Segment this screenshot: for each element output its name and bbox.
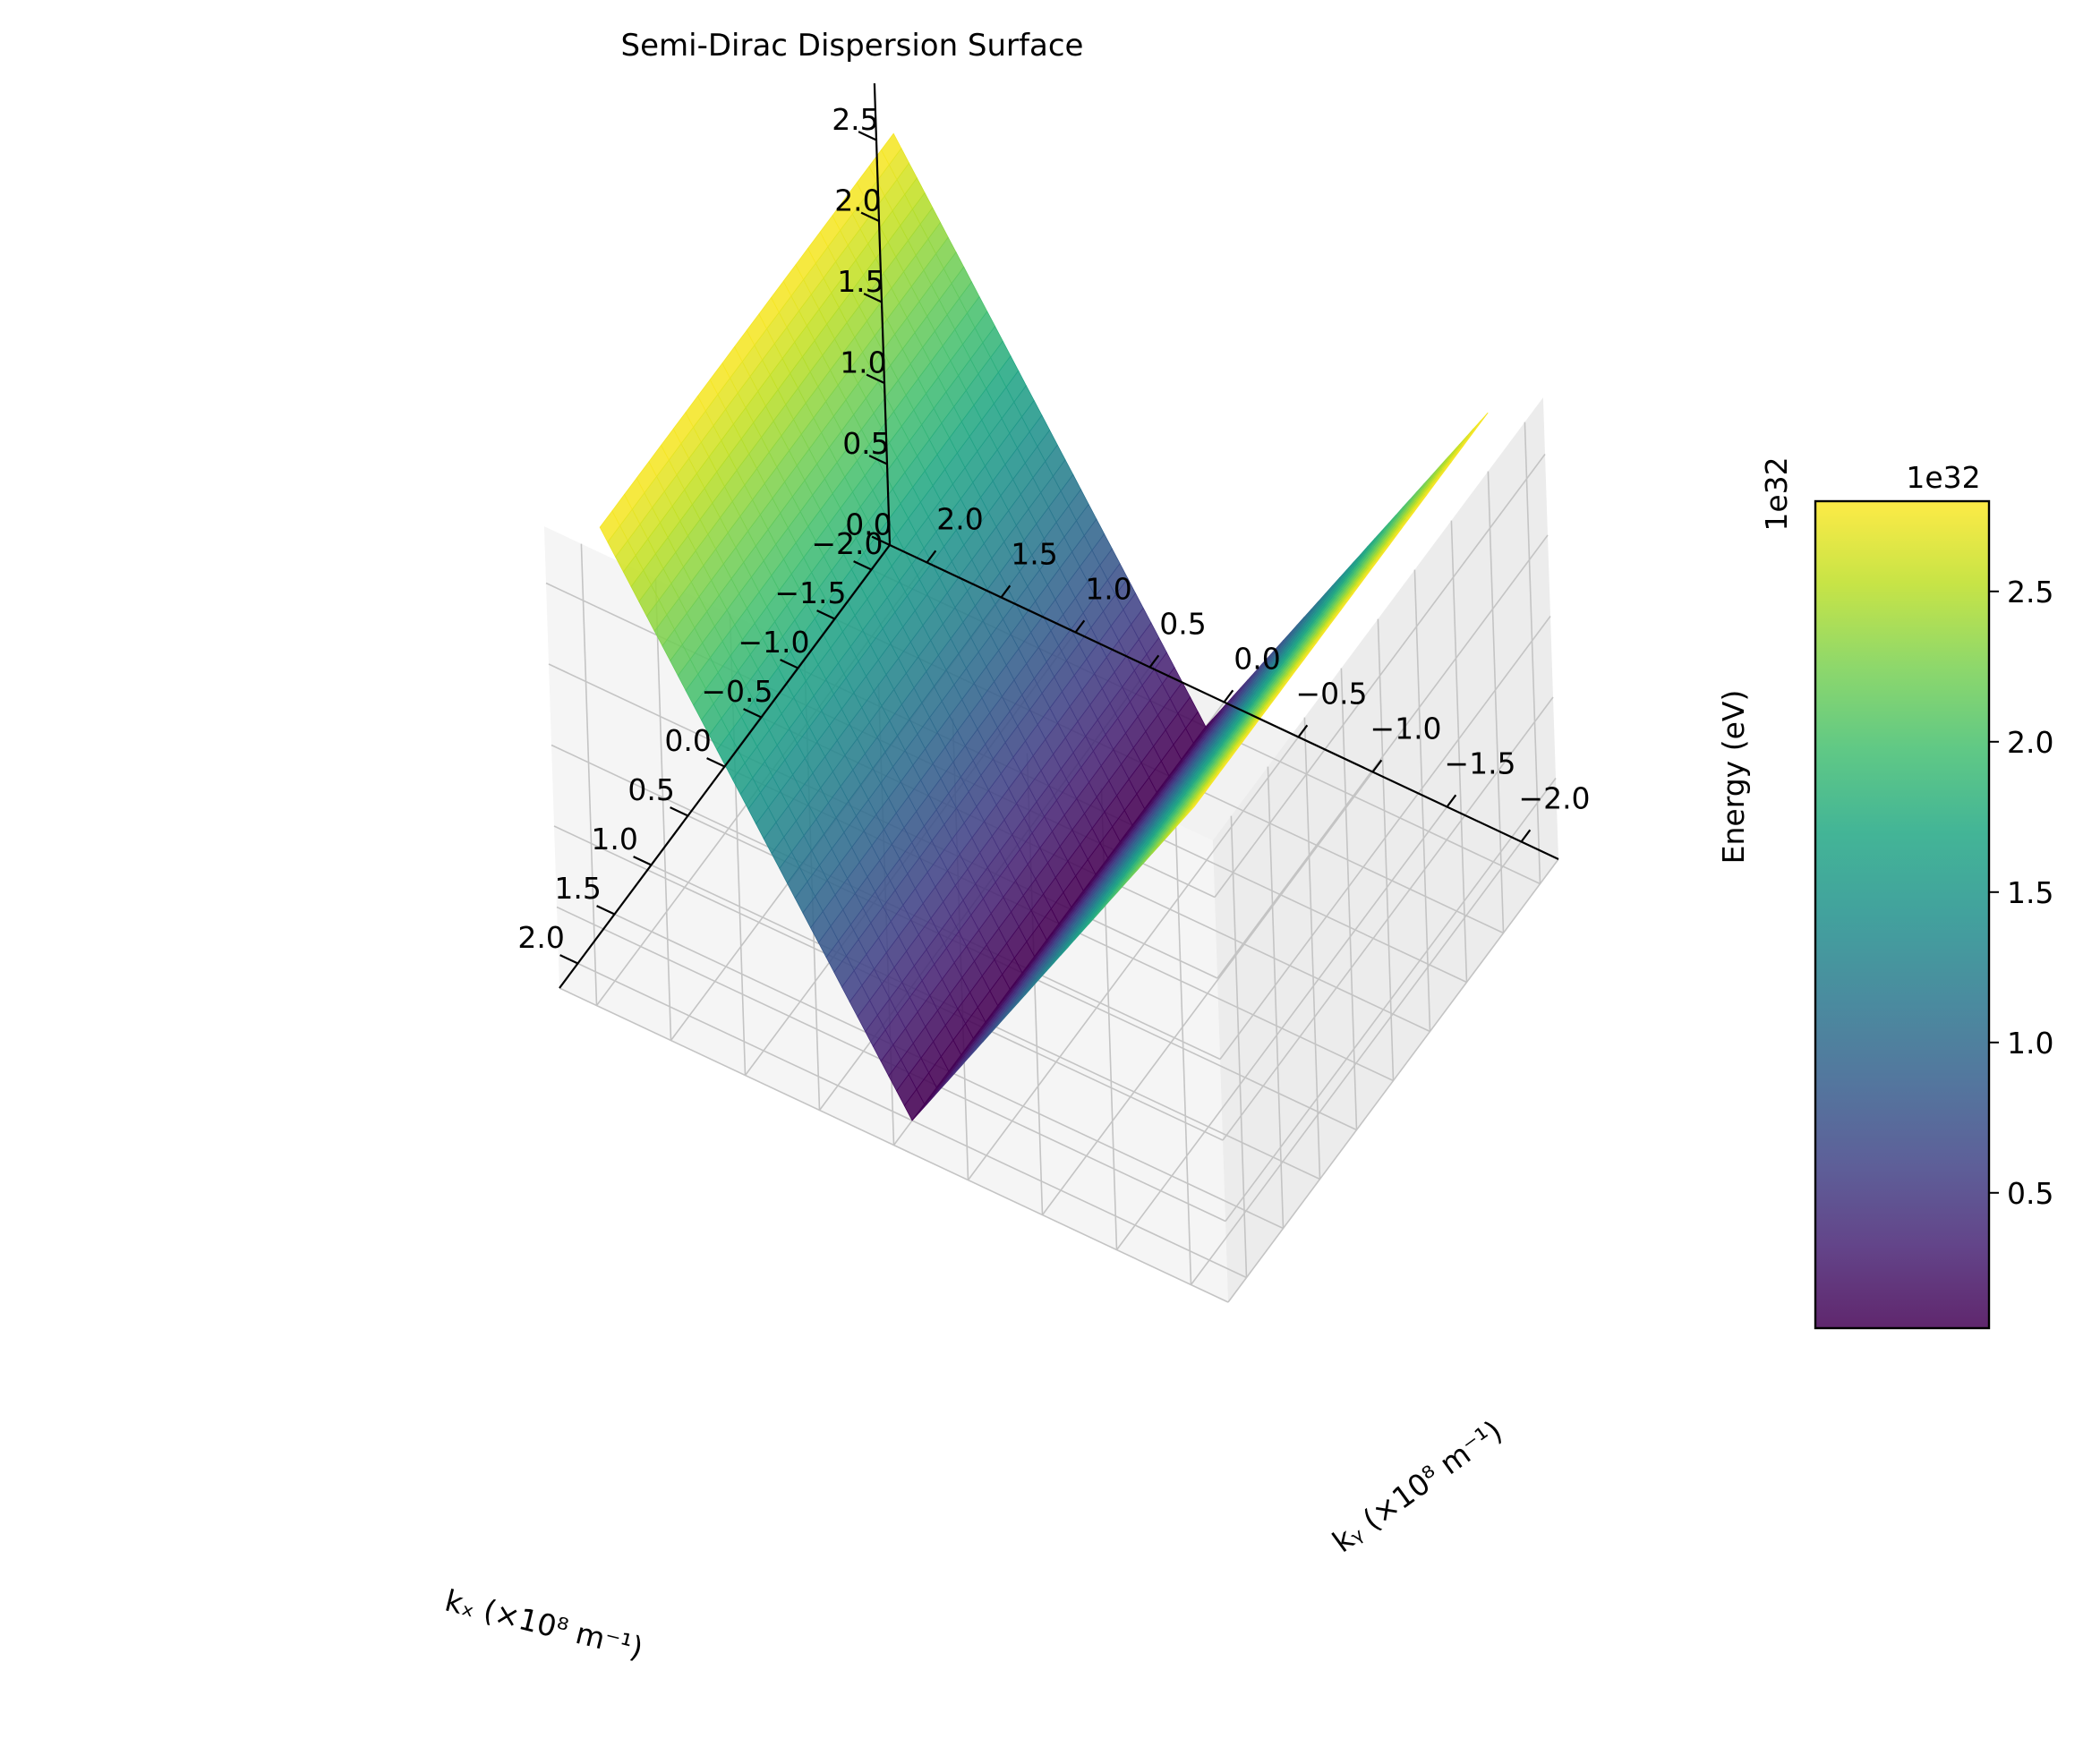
x-tick-label: −0.5 <box>1295 677 1367 712</box>
x-tick-label: 0.5 <box>1159 607 1206 642</box>
z-tick <box>863 293 883 303</box>
z-axis-scale: 1e32 <box>1759 456 1794 531</box>
z-tick-label: 0.5 <box>842 426 889 461</box>
colorbar-tick-label: 1.5 <box>2007 875 2053 910</box>
z-tick <box>868 455 888 465</box>
x-tick-label: 1.0 <box>1085 572 1131 607</box>
colorbar-frame <box>1814 499 1991 1330</box>
x-tick-label: −1.0 <box>1370 712 1441 746</box>
colorbar: 0.5 1.0 1.5 2.0 2.5 1e32 <box>1814 460 2053 1330</box>
colorbar-tick-label: 0.5 <box>2007 1176 2053 1211</box>
y-tick-label: −1.0 <box>738 625 809 660</box>
x-tick <box>1148 654 1160 669</box>
y-tick-label: −1.5 <box>774 575 846 610</box>
grid-wall-z <box>1219 616 1551 1060</box>
grid-wall-x <box>580 543 598 1006</box>
y-tick <box>633 856 652 866</box>
x-tick <box>1520 829 1532 843</box>
x-tick-label: −1.5 <box>1444 746 1515 781</box>
colorbar-tick-label: 2.5 <box>2007 575 2053 609</box>
grid-wall-z <box>1227 858 1559 1303</box>
tick-labels: −2.0−1.5−1.0−0.50.00.51.01.52.0−2.0−1.5−… <box>517 102 1590 955</box>
y-tick <box>596 905 615 916</box>
grid-wall-y <box>1487 471 1505 933</box>
z-tick <box>860 211 880 222</box>
grid-wall-y <box>1340 668 1358 1130</box>
x-tick <box>1000 584 1012 599</box>
z-tick-label: 2.0 <box>834 183 881 218</box>
grid-wall-y <box>1230 815 1248 1278</box>
y-tick <box>706 757 725 768</box>
grid-wall-y <box>1413 569 1431 1032</box>
x-tick <box>1297 724 1309 738</box>
y-tick <box>670 806 688 817</box>
y-tick <box>743 708 762 719</box>
y-tick <box>559 954 578 965</box>
colorbar-tick-label: 2.0 <box>2007 725 2053 760</box>
y-tick <box>780 659 798 669</box>
grid-wall-x <box>654 578 672 1041</box>
y-tick-label: 1.0 <box>591 822 637 856</box>
grid-wall-y <box>1303 717 1321 1180</box>
grid-wall-y <box>1524 422 1541 884</box>
colorbar-scale-label: 1e32 <box>1906 460 1980 495</box>
colorbar-tick-label: 1.0 <box>2007 1026 2053 1061</box>
y-tick-label: 1.5 <box>554 871 601 906</box>
colorbar-ticks: 0.5 1.0 1.5 2.0 2.5 <box>1989 575 2053 1211</box>
x-tick <box>1223 689 1234 703</box>
x-tick-label: 2.0 <box>936 502 983 537</box>
z-tick <box>858 131 877 141</box>
z-tick <box>866 373 885 384</box>
y-tick <box>853 560 872 571</box>
grid-wall-z <box>1214 454 1546 898</box>
dispersion-surface <box>599 132 1489 1121</box>
chart-title: Semi-Dirac Dispersion Surface <box>621 28 1084 64</box>
grid-wall-y <box>1450 520 1468 983</box>
grid-wall-y <box>1377 618 1395 1081</box>
x-tick <box>926 550 937 564</box>
y-tick-label: 2.0 <box>517 920 564 955</box>
y-tick-label: 0.5 <box>627 772 674 807</box>
z-axis-label: Energy (eV) <box>1716 690 1751 865</box>
grid-wall-z <box>1225 778 1557 1222</box>
z-tick-label: 2.5 <box>832 102 878 137</box>
x-tick-label: −2.0 <box>1518 781 1590 816</box>
axes-3d: −2.0−1.5−1.0−0.50.00.51.01.52.0−2.0−1.5−… <box>517 83 1591 1303</box>
grid-wall-z <box>1222 696 1554 1141</box>
y-tick-label: −2.0 <box>811 526 883 561</box>
z-tick-label: 1.5 <box>837 264 884 299</box>
x-tick <box>1371 759 1383 773</box>
grid-wall-y <box>1267 766 1285 1229</box>
colorbar-gradient <box>1815 501 1989 1328</box>
y-tick <box>816 609 835 620</box>
surface-patch <box>1468 412 1489 438</box>
x-tick-label: 1.5 <box>1011 537 1057 572</box>
z-tick <box>871 535 891 546</box>
z-axis-line <box>873 83 892 546</box>
grid-wall-x <box>1174 822 1192 1285</box>
y-tick-label: 0.0 <box>664 723 711 758</box>
x-tick <box>1074 619 1086 634</box>
axis-lines <box>559 83 1559 989</box>
y-tick-label: −0.5 <box>701 674 773 709</box>
x-tick <box>1446 794 1457 808</box>
x-tick-label: 0.0 <box>1234 642 1280 677</box>
grid-wall-z <box>1217 534 1549 979</box>
z-tick-label: 1.0 <box>840 345 886 380</box>
z-tick-label: 0.0 <box>845 507 892 542</box>
grid-wall-z <box>559 987 1229 1303</box>
